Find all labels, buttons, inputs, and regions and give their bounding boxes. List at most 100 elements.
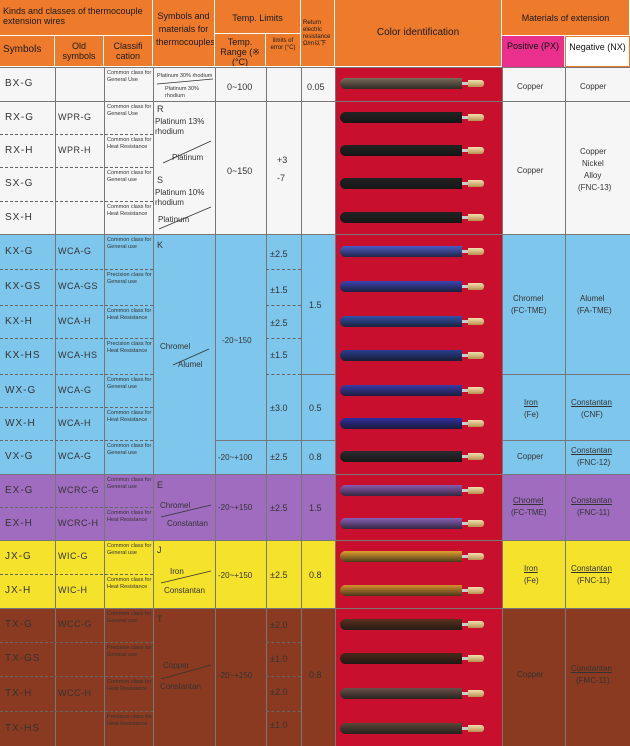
- mat-j1: Iron: [170, 567, 184, 576]
- mat-r1: Platinum 13% rhodium: [155, 117, 205, 136]
- grid-dash-line: [0, 201, 153, 202]
- mat-k2: Alumel: [178, 360, 203, 369]
- mat-s-letter: S: [157, 175, 164, 185]
- ext-v-neg1: Constantan: [571, 446, 612, 455]
- grid-dash-line: [0, 440, 153, 441]
- row-symbol: SX-H: [5, 211, 33, 223]
- wire-core: [462, 215, 468, 219]
- ext-yellow: [502, 540, 630, 608]
- grid-row-line: [0, 234, 630, 235]
- resist-row-line: [301, 440, 335, 441]
- grid-col-line: [153, 67, 154, 746]
- header-resist: Return electric resistance Ω/m以下: [301, 0, 335, 67]
- ext-rs-pos: Copper: [517, 166, 544, 175]
- ext-v-neg2: (FNC-12): [577, 458, 611, 467]
- row-class: Common class for Heat Resistance: [107, 679, 152, 692]
- grid-col-line: [215, 67, 216, 746]
- resist-b: 0.05: [307, 82, 325, 92]
- wire-tip: [468, 453, 484, 460]
- error-t2: ±1.0: [270, 654, 288, 664]
- error-header: limits of error (°C): [270, 38, 296, 51]
- wire-tip: [468, 655, 484, 662]
- error-dash-line: [266, 269, 301, 270]
- wire-cable: [340, 653, 462, 664]
- wire-cable: [340, 585, 462, 596]
- mat-e-letter: E: [157, 480, 164, 490]
- wire-tip: [468, 283, 484, 290]
- ext-e-pos1: Chromel: [513, 496, 544, 505]
- wire-tip: [468, 419, 484, 427]
- wire-tip: [468, 80, 484, 87]
- header-range: Temp. Range (※ (°C): [215, 34, 266, 67]
- grid-col-line: [565, 67, 566, 746]
- wire-cable: [340, 211, 462, 223]
- wire-cable: [340, 245, 462, 257]
- mat-b1: Platinum 30% rhodium: [157, 73, 213, 79]
- ext-k-neg1: Alumel: [580, 294, 605, 303]
- wire-core: [462, 285, 468, 288]
- wire-core: [462, 455, 468, 458]
- grid-dash-line: [0, 407, 153, 408]
- ext-t-neg2: (FMC-11): [576, 676, 610, 685]
- color-photo: [335, 67, 502, 746]
- wire-core: [462, 115, 468, 119]
- mat-t2: Constantan: [160, 682, 201, 691]
- row-class: Precision class for Heat Resistance: [107, 714, 152, 727]
- ext-k-neg2: (FA-TME): [577, 306, 612, 315]
- ext-j-pos2: (Fe): [524, 576, 539, 585]
- row-symbol: BX-G: [5, 78, 34, 89]
- wire-tip: [468, 180, 484, 187]
- mat-j2: Constantan: [164, 586, 205, 595]
- grid-dash-line: [0, 676, 153, 677]
- range-j: -20~+150: [218, 571, 253, 580]
- ext-rs-neg2: Nickel: [582, 159, 604, 168]
- resist-header: Return electric resistance Ω/m以下: [303, 20, 331, 47]
- header-color: Color identification: [335, 0, 502, 67]
- wire-cable: [340, 281, 462, 292]
- mat-s2: Platinum: [158, 215, 190, 224]
- ext-w-neg2: (CNF): [581, 410, 603, 419]
- header-negative: Negative (NX): [565, 36, 630, 67]
- temp-header: Temp. Limits: [232, 13, 283, 23]
- ext-header: Materials of extension: [521, 13, 610, 23]
- wire-cable: [340, 178, 462, 189]
- wire-tip: [468, 621, 484, 628]
- wire-core: [462, 182, 468, 185]
- header-class: Classifi cation: [104, 36, 153, 67]
- class-header: Classifi cation: [113, 41, 143, 61]
- error-dash-line: [266, 642, 301, 643]
- wire-tip: [468, 486, 484, 494]
- wire-tip: [468, 113, 484, 121]
- ext-t-pos: Copper: [517, 670, 544, 679]
- error-dash-line: [266, 374, 301, 375]
- row-old-symbol: WCA-G: [58, 245, 92, 256]
- ext-e-pos2: (FC-TME): [511, 508, 547, 517]
- mat-k1: Chromel: [160, 342, 191, 351]
- error-v: ±2.5: [270, 452, 288, 462]
- header-ext: Materials of extension: [502, 0, 630, 36]
- grid-dash-line: [0, 574, 153, 575]
- row-old-symbol: WCC-H: [58, 687, 92, 698]
- grid-dash-line: [0, 269, 153, 270]
- positive-header: Positive (PX): [506, 41, 559, 51]
- row-old-symbol: WPR-G: [58, 111, 92, 122]
- row-class: Common class for General use: [107, 543, 152, 556]
- ext-t-neg1: Constantan: [571, 664, 612, 673]
- wire-tip: [468, 587, 484, 594]
- wire-core: [462, 657, 468, 660]
- mat-e1: Chromel: [160, 501, 191, 510]
- row-class: Precision class for General use: [107, 272, 152, 285]
- row-symbol: JX-H: [5, 585, 32, 596]
- range-row-line: [215, 440, 335, 441]
- grid-dash-line: [0, 374, 153, 375]
- ext-blue: [502, 234, 630, 474]
- row-class: Common class for Heat Resistance: [107, 577, 152, 590]
- ext-white: [502, 67, 630, 234]
- ext-b-neg: Copper: [580, 82, 607, 91]
- wire-cable: [340, 111, 462, 123]
- wire-core: [462, 555, 468, 558]
- ext-row-line: [502, 374, 630, 375]
- row-symbol: EX-H: [5, 517, 33, 529]
- error-dash-line: [266, 305, 301, 306]
- error-t4: ±1.0: [270, 720, 288, 730]
